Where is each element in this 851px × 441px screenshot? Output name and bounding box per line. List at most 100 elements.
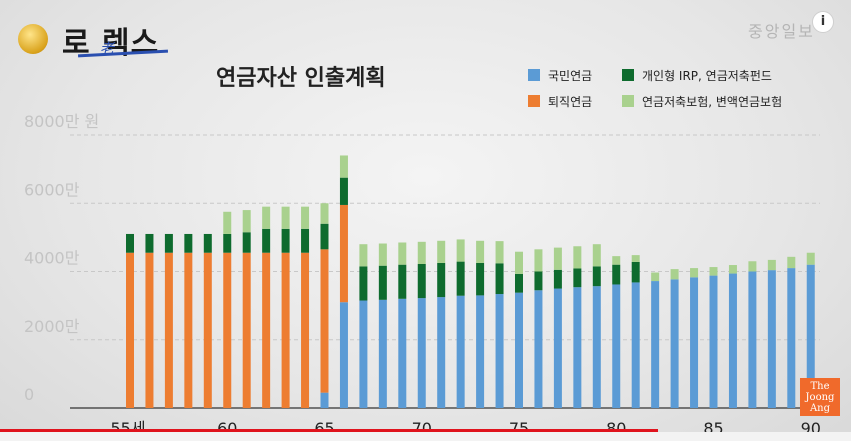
legend-label-insurance: 연금저축보험, 변액연금보험: [642, 95, 783, 109]
bar-national-90: [806, 264, 815, 408]
bar-insurance-74: [495, 241, 504, 264]
bar-irp-79: [592, 266, 601, 287]
bar-irp-81: [631, 261, 640, 283]
bars: [126, 155, 815, 408]
bar-insurance-86: [728, 265, 737, 274]
bar-insurance-73: [476, 240, 485, 263]
bar-retirement-55: [126, 252, 134, 408]
bar-insurance-63: [281, 206, 290, 229]
info-icon[interactable]: i: [812, 11, 834, 33]
bar-insurance-78: [573, 246, 582, 269]
bar-irp-65: [320, 223, 329, 250]
bar-irp-68: [378, 265, 387, 300]
bar-irp-71: [437, 262, 446, 298]
bar-national-74: [495, 294, 504, 408]
bar-irp-80: [612, 264, 621, 285]
bar-insurance-82: [651, 272, 660, 282]
bar-retirement-56: [145, 252, 154, 408]
bar-irp-55: [126, 233, 134, 253]
bar-insurance-62: [262, 206, 271, 229]
video-progress-bar[interactable]: [0, 429, 658, 432]
legend-retirement: 퇴직연금: [528, 93, 592, 110]
bar-national-80: [612, 284, 621, 408]
bar-national-67: [359, 300, 368, 408]
bar-national-78: [573, 287, 582, 408]
bar-insurance-60: [223, 211, 232, 234]
y-tick-label: 6000만: [24, 180, 80, 199]
bar-retirement-60: [223, 252, 232, 408]
bar-insurance-87: [748, 261, 757, 272]
y-axis-ticks: 0 2000만 4000만 6000만 8000만 원: [24, 112, 99, 404]
bar-national-72: [456, 295, 465, 408]
legend-label-national: 국민연금: [548, 69, 593, 83]
bar-retirement-58: [184, 252, 193, 408]
bar-national-65: [320, 392, 329, 408]
bar-insurance-83: [670, 269, 679, 280]
bar-national-82: [651, 281, 660, 408]
bar-national-89: [787, 268, 796, 408]
bar-irp-70: [417, 263, 426, 299]
bar-insurance-65: [320, 203, 329, 224]
bar-national-71: [437, 297, 446, 408]
video-progress-track[interactable]: [0, 432, 851, 441]
bar-irp-59: [203, 233, 212, 253]
bar-insurance-81: [631, 255, 640, 262]
legend-swatch-irp: [622, 69, 634, 81]
bar-retirement-65: [320, 249, 329, 393]
legend-swatch-national: [528, 69, 540, 81]
bar-national-66: [339, 302, 348, 408]
bar-insurance-79: [592, 244, 601, 267]
bar-national-88: [767, 270, 776, 408]
bar-insurance-77: [553, 247, 562, 270]
bar-retirement-64: [301, 252, 310, 408]
bar-irp-69: [398, 264, 407, 299]
bar-national-69: [398, 298, 407, 408]
joongang-logo-text: The Joong Ang: [805, 381, 835, 414]
bar-retirement-59: [203, 252, 212, 408]
bar-insurance-85: [709, 267, 718, 276]
bar-irp-74: [495, 263, 504, 295]
bar-national-87: [748, 271, 757, 408]
bar-insurance-70: [417, 241, 426, 264]
bar-insurance-67: [359, 244, 368, 267]
bar-national-79: [592, 286, 601, 408]
bar-insurance-72: [456, 239, 465, 262]
y-tick-label: 0: [24, 385, 34, 404]
joongang-logo: The Joong Ang: [800, 378, 840, 416]
bar-insurance-66: [339, 155, 348, 178]
bar-national-73: [476, 295, 485, 408]
chart-title: 연금자산 인출계획: [216, 66, 386, 91]
legend-swatch-insurance: [622, 95, 634, 107]
bar-irp-73: [476, 262, 485, 296]
bar-irp-56: [145, 233, 154, 253]
y-tick-label: 2000만: [24, 317, 80, 336]
legend-swatch-retirement: [528, 95, 540, 107]
bar-national-68: [378, 299, 387, 408]
coin-stack-icon: [18, 24, 48, 54]
bar-irp-63: [281, 228, 290, 253]
bar-insurance-80: [612, 256, 621, 265]
bar-national-84: [690, 277, 699, 408]
bar-insurance-90: [806, 252, 815, 265]
bar-retirement-66: [339, 204, 348, 303]
bar-retirement-61: [242, 252, 251, 408]
bar-insurance-89: [787, 256, 796, 269]
bar-insurance-76: [534, 249, 543, 272]
bar-retirement-57: [164, 252, 173, 408]
bar-insurance-71: [437, 240, 446, 263]
y-tick-label: 4000만: [24, 249, 80, 268]
bar-irp-62: [262, 228, 271, 253]
bar-irp-76: [534, 271, 543, 291]
y-tick-label: 8000만 원: [24, 112, 99, 131]
legend-insurance: 연금저축보험, 변액연금보험: [622, 93, 782, 110]
bar-irp-58: [184, 233, 193, 253]
bar-irp-75: [515, 273, 523, 293]
bar-irp-72: [456, 261, 465, 296]
bar-national-70: [417, 298, 426, 408]
bar-national-77: [553, 288, 562, 408]
bar-national-86: [728, 273, 737, 408]
bar-insurance-64: [301, 206, 310, 229]
bar-irp-67: [359, 266, 368, 301]
